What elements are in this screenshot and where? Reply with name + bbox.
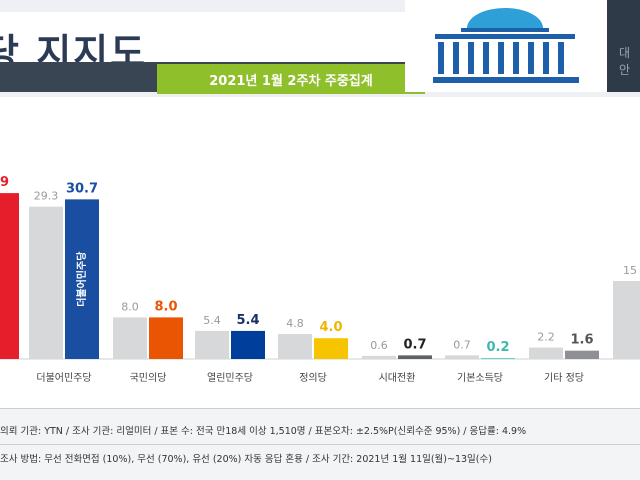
value-label-current: 5.4 bbox=[236, 313, 259, 328]
bar-current bbox=[398, 355, 432, 359]
bar-previous bbox=[195, 330, 229, 359]
date-badge: 2021년 1월 2주차 주중집계 bbox=[157, 64, 425, 94]
bar-current bbox=[65, 199, 99, 359]
bar-previous bbox=[613, 281, 640, 359]
value-label-previous: 0.7 bbox=[453, 338, 471, 351]
survey-method-line: 조사 방법: 무선 전화면접 (10%), 무선 (70%), 유선 (20%)… bbox=[0, 454, 492, 465]
side-panel: 대안 bbox=[607, 0, 640, 92]
value-label-previous: 8.0 bbox=[121, 300, 139, 313]
bar-current bbox=[231, 330, 265, 359]
bar-current bbox=[481, 357, 515, 359]
category-label: 기본소득당 bbox=[457, 372, 503, 384]
bar-previous bbox=[445, 355, 479, 359]
bar-previous bbox=[29, 206, 63, 359]
value-label-previous: 4.8 bbox=[286, 317, 304, 330]
bar-previous bbox=[113, 317, 147, 359]
bar-current bbox=[0, 193, 19, 359]
value-label-current: 8.0 bbox=[154, 299, 177, 314]
category-label: 더불어민주당 bbox=[36, 372, 91, 384]
footer: 의뢰 기관: YTN / 조사 기관: 리얼미터 / 표본 수: 전국 만18세… bbox=[0, 408, 640, 480]
value-label-previous: 2.2 bbox=[537, 331, 555, 344]
bar-current bbox=[149, 317, 183, 359]
bar-current bbox=[565, 350, 599, 359]
logo-panel bbox=[405, 0, 607, 92]
value-label-current: 30.7 bbox=[66, 181, 98, 196]
category-label: 열린민주당 bbox=[207, 372, 253, 384]
header: 당 지지도 2021년 1월 2주차 주중집계 대안 bbox=[0, 0, 640, 97]
bar-previous bbox=[529, 347, 563, 359]
category-label: 국민의당 bbox=[130, 372, 167, 384]
value-label-current: 4.0 bbox=[319, 320, 342, 335]
bar-previous bbox=[362, 355, 396, 359]
value-label-current: 1.6 bbox=[570, 333, 593, 348]
bar-previous bbox=[278, 334, 312, 359]
category-label: 시대전환 bbox=[379, 372, 416, 384]
side-label: 대안 bbox=[619, 46, 631, 77]
bar-party-logo-text: 더불어민주당 bbox=[75, 251, 88, 307]
category-label: 정의당 bbox=[299, 372, 327, 384]
assembly-logo-icon bbox=[433, 8, 579, 83]
category-label: 기타 정당 bbox=[544, 372, 584, 384]
value-label-previous: 29.3 bbox=[34, 190, 59, 203]
value-label-previous: 15 bbox=[623, 264, 637, 277]
value-label-current: 0.7 bbox=[403, 337, 426, 352]
value-label-current: .9 bbox=[0, 175, 9, 190]
value-label-previous: 0.6 bbox=[370, 339, 388, 352]
bar-chart: .929.330.7더불어민주당더불어민주당8.08.0국민의당5.45.4열린… bbox=[0, 175, 640, 384]
value-label-current: 0.2 bbox=[486, 340, 509, 355]
value-label-previous: 5.4 bbox=[203, 314, 221, 327]
footer-divider bbox=[0, 444, 640, 445]
bar-current bbox=[314, 338, 348, 359]
survey-info-line: 의뢰 기관: YTN / 조사 기관: 리얼미터 / 표본 수: 전국 만18세… bbox=[0, 426, 527, 437]
